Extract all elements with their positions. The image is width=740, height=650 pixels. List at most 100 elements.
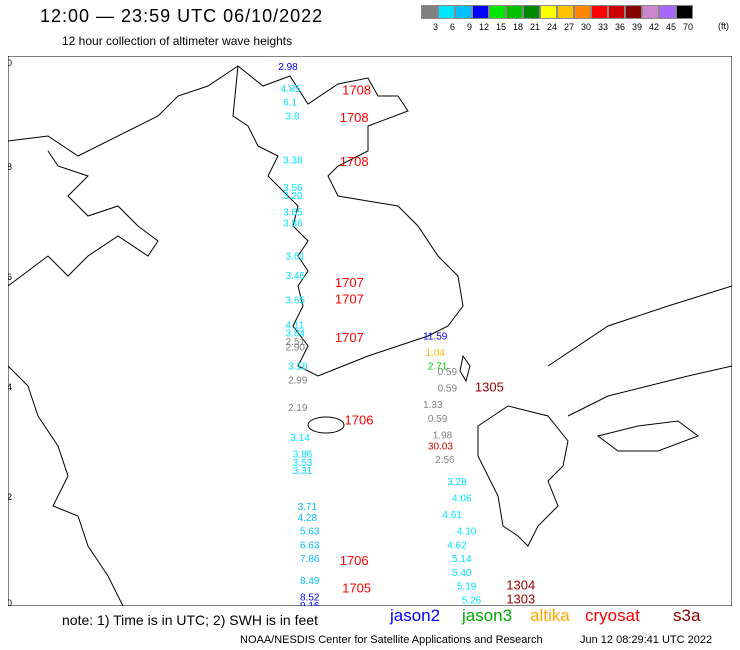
wave-height-value: 4.28 xyxy=(298,513,318,524)
wave-height-value: 1.98 xyxy=(433,430,453,441)
legend-swatch xyxy=(676,5,693,19)
wave-height-value: 1.33 xyxy=(423,400,443,411)
wave-height-value: 5.63 xyxy=(300,527,320,538)
legend-swatch xyxy=(489,5,506,19)
wave-height-value: 5.19 xyxy=(457,582,477,593)
legend-label: 30 xyxy=(580,22,591,32)
legend-label: 21 xyxy=(529,22,540,32)
legend-label: 39 xyxy=(631,22,642,32)
legend-label: 33 xyxy=(597,22,608,32)
wave-height-value: 3.56 xyxy=(283,183,303,194)
wave-height-value: 2.51 xyxy=(286,337,306,348)
satellite-jason2: jason2 xyxy=(390,606,441,625)
legend-swatch xyxy=(540,5,557,19)
legend-swatch xyxy=(557,5,574,19)
legend-label: 12 xyxy=(478,22,489,32)
pass-number: 1707 xyxy=(335,330,364,345)
pass-number: 1303 xyxy=(506,591,535,606)
lat-label: 34 xyxy=(8,382,12,392)
latitude-labels: 40 38 36 34 32 30 xyxy=(8,58,12,606)
legend-label: 42 xyxy=(648,22,659,32)
wave-height-value: 2.19 xyxy=(288,403,308,414)
wave-height-value: 3.18 xyxy=(288,362,308,373)
wave-height-value: 6.1 xyxy=(283,98,297,109)
legend-swatch xyxy=(574,5,591,19)
wave-height-value: 2.90 xyxy=(286,342,306,353)
pass-number: 1707 xyxy=(335,275,364,290)
page-title: 12:00 — 23:59 UTC 06/10/2022 xyxy=(40,6,324,26)
wave-height-map: 403836343230 120123126129132135 2.984.85… xyxy=(8,56,732,606)
wave-height-value: 0.59 xyxy=(438,384,458,395)
wave-height-value: 5.40 xyxy=(452,568,472,579)
legend-labels: 3 6 9 12 15 18 21 24 27 30 33 36 39 42 45 70 xyxy=(421,22,693,32)
legend-label: 45 xyxy=(665,22,676,32)
legend-label: 70 xyxy=(682,22,693,32)
japan-honshu xyxy=(547,285,732,452)
timestamp: Jun 12 08:29:41 UTC 2022 xyxy=(580,634,713,646)
legend-swatch xyxy=(642,5,659,19)
wave-height-value: 8.49 xyxy=(300,576,320,587)
legend-swatch xyxy=(523,5,540,19)
wave-height-value: 3.65 xyxy=(286,296,306,307)
pass-number: 1708 xyxy=(342,83,371,98)
legend-swatch xyxy=(472,5,489,19)
legend-swatch xyxy=(625,5,642,19)
legend-swatch xyxy=(659,5,676,19)
wave-height-value: 3.38 xyxy=(283,155,303,166)
legend-swatch xyxy=(455,5,472,19)
pass-number: 1706 xyxy=(340,553,369,568)
satellite-cryosat: cryosat xyxy=(585,606,640,625)
jeju-island xyxy=(307,416,345,434)
legend-label: 3 xyxy=(432,22,438,32)
wave-height-value: 9.16 xyxy=(300,601,320,606)
legend-label: 9 xyxy=(466,22,472,32)
pass-number: 1706 xyxy=(345,413,374,428)
wave-height-labels: 2.984.856.13.83.383.563.203.653.863.613.… xyxy=(278,62,481,606)
wave-height-value: 4.10 xyxy=(457,527,477,538)
legend-label: 15 xyxy=(495,22,506,32)
wave-height-value: 2.71 xyxy=(428,362,448,373)
lat-label: 36 xyxy=(8,272,12,282)
legend-label: 24 xyxy=(546,22,557,32)
china-coastline xyxy=(8,65,239,606)
wave-height-value: 0.59 xyxy=(428,414,448,425)
wave-height-value: 4.61 xyxy=(442,510,462,521)
tsushima-island xyxy=(459,354,471,383)
legend-label: 6 xyxy=(449,22,455,32)
wave-height-value: 0.59 xyxy=(438,367,458,378)
pass-number: 1707 xyxy=(335,292,364,307)
wave-height-value: 2.56 xyxy=(435,455,455,466)
wave-height-value: 3.65 xyxy=(283,208,303,219)
legend-unit: (ft) xyxy=(718,21,729,31)
lat-label: 40 xyxy=(8,58,12,68)
wave-height-value: 4.11 xyxy=(286,320,305,331)
legend-label: 27 xyxy=(563,22,574,32)
pass-number: 1708 xyxy=(340,154,369,169)
wave-height-value: 3.71 xyxy=(298,502,318,513)
wave-height-value: 3.28 xyxy=(447,477,467,488)
satellite-altika: altika xyxy=(530,606,570,625)
wave-height-value: 3.61 xyxy=(286,252,306,263)
lat-label: 38 xyxy=(8,162,12,172)
legend-swatch xyxy=(591,5,608,19)
satellite-jason3: jason3 xyxy=(462,606,513,625)
color-legend xyxy=(421,5,693,19)
wave-height-value: 6.63 xyxy=(300,540,320,551)
wave-height-value: 3.53 xyxy=(293,458,313,469)
legend-swatch xyxy=(421,5,438,19)
wave-height-value: 3.84 xyxy=(286,329,306,340)
page-subtitle: 12 hour collection of altimeter wave hei… xyxy=(62,34,293,48)
korea-coastline xyxy=(232,65,464,377)
wave-height-value: 2.98 xyxy=(278,62,298,73)
wave-height-value: 3.8 xyxy=(286,111,300,122)
wave-height-value: 3.14 xyxy=(290,433,310,444)
wave-height-value: 3.86 xyxy=(293,450,313,461)
wave-height-value: 2.99 xyxy=(288,375,308,386)
pass-number-labels: 1708 1708 1708 1707 1707 1707 1706 1706 1705 1305… xyxy=(335,83,535,607)
wave-height-value: 3.31 xyxy=(293,466,313,477)
wave-height-value: 4.06 xyxy=(452,494,472,505)
wave-height-value: 11.59 xyxy=(423,331,448,342)
pass-number: 1708 xyxy=(340,110,369,125)
satellite-s3a: s3a xyxy=(673,606,701,625)
pass-number: 1305 xyxy=(475,380,504,395)
